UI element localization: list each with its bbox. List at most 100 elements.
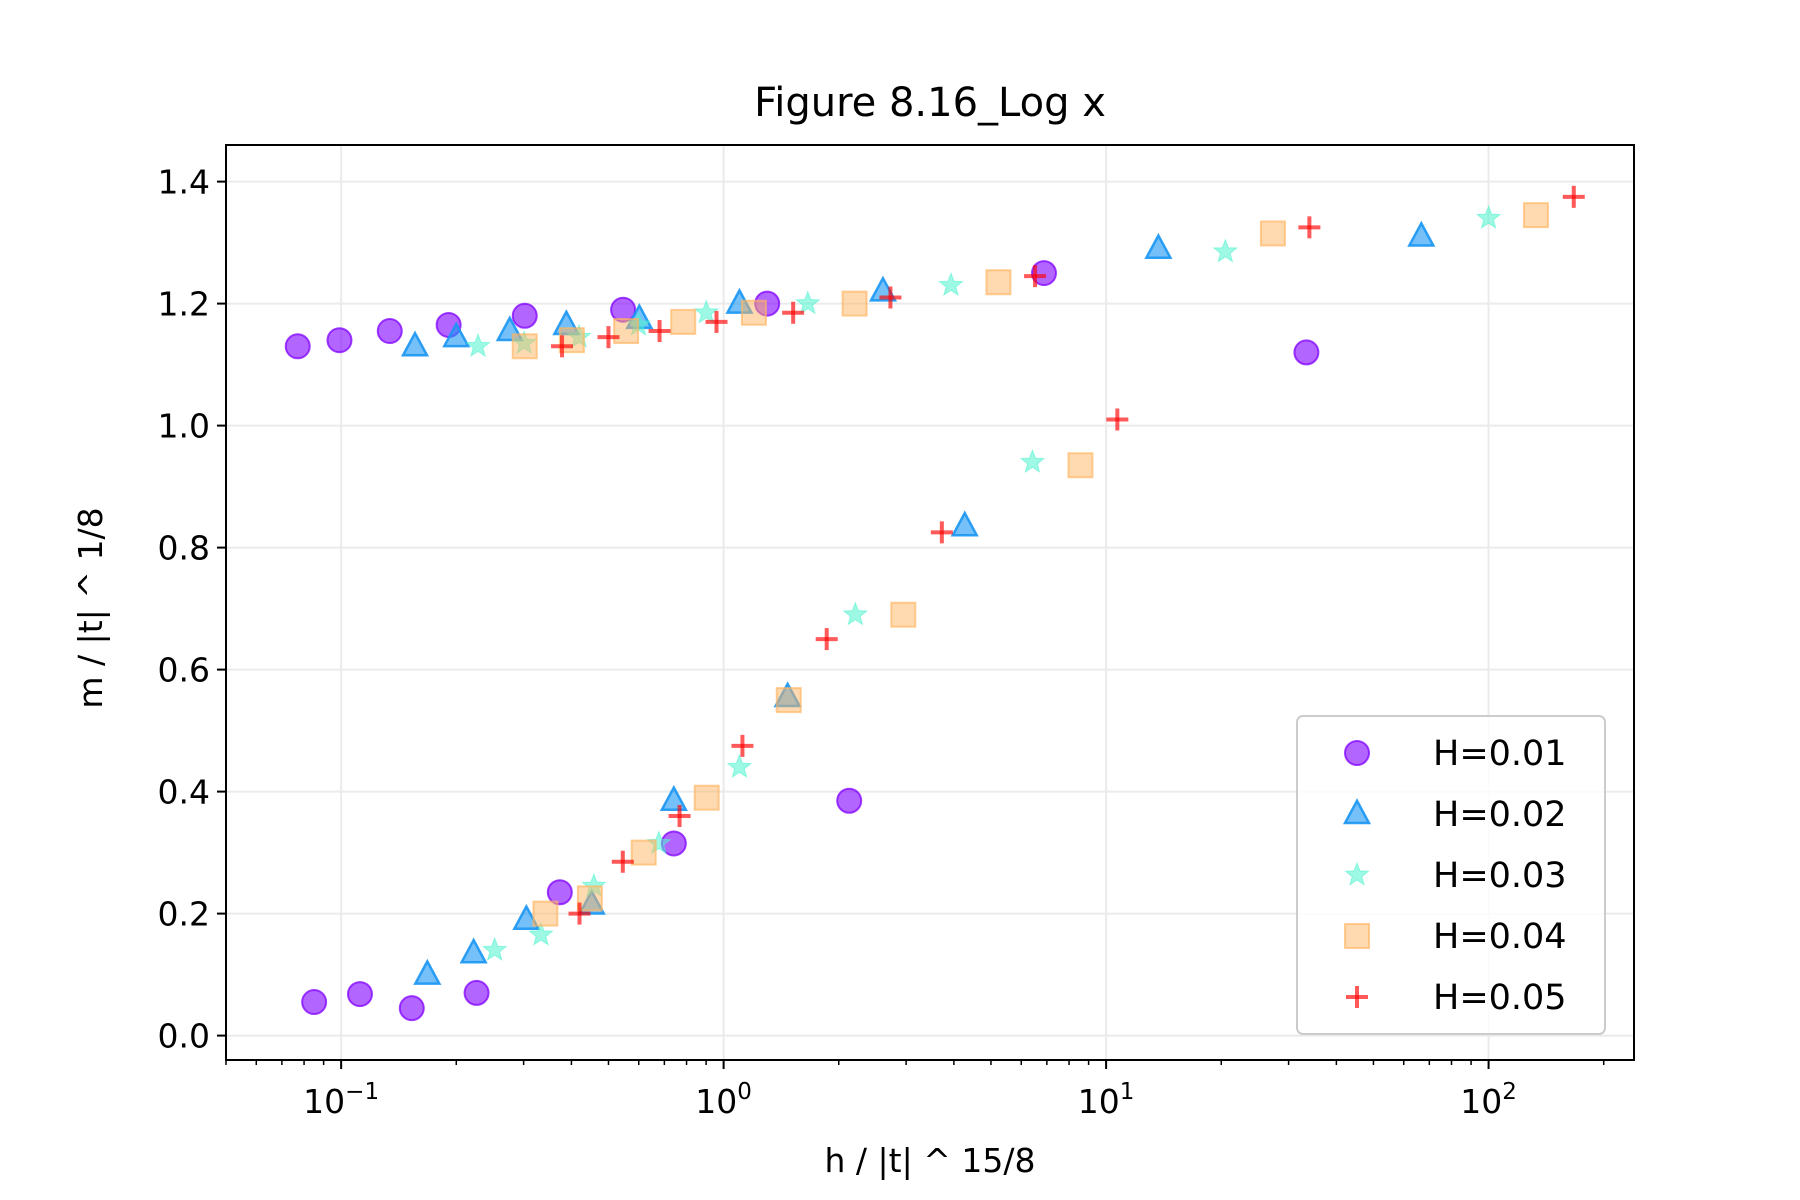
chart-title: Figure 8.16_Log x <box>754 80 1106 126</box>
data-point <box>1475 204 1502 230</box>
series-h-0-04 <box>511 202 1549 927</box>
data-point <box>740 299 767 326</box>
data-point <box>1030 260 1057 287</box>
legend-marker <box>1344 861 1370 886</box>
data-point <box>630 839 657 866</box>
series-h-0-01 <box>284 260 1320 1022</box>
data-point <box>442 321 471 348</box>
y-tick-label: 1.2 <box>158 285 210 324</box>
y-axis-title: m / |t| ^ 1/8 <box>71 507 110 708</box>
y-tick-label: 0.4 <box>158 773 210 812</box>
data-point <box>693 299 720 324</box>
data-point <box>815 628 838 651</box>
data-point <box>1106 408 1129 431</box>
x-axis-title: h / |t| ^ 15/8 <box>825 1141 1036 1180</box>
data-point <box>398 995 425 1022</box>
data-point <box>528 921 554 946</box>
y-tick-label: 0.0 <box>158 1017 210 1056</box>
data-point <box>511 333 538 360</box>
data-point <box>1522 202 1549 229</box>
x-tick-label-exponent: 2 <box>1502 1079 1517 1105</box>
legend-marker <box>1344 923 1370 949</box>
series-h-0-05 <box>551 185 1585 925</box>
series-h-0-02 <box>400 220 1436 985</box>
data-point <box>930 521 953 544</box>
data-point <box>693 784 720 811</box>
legend-label: H=0.01 <box>1433 734 1567 774</box>
data-point <box>511 302 538 329</box>
data-point <box>551 335 574 358</box>
data-point <box>568 902 591 925</box>
data-point <box>950 510 979 537</box>
y-tick-label: 0.8 <box>158 529 210 568</box>
data-point <box>413 958 442 985</box>
data-point <box>301 989 328 1016</box>
data-point <box>726 753 753 779</box>
data-point <box>481 936 508 962</box>
data-point <box>1407 220 1436 247</box>
data-point <box>1144 232 1173 259</box>
data-point <box>775 687 802 714</box>
data-point <box>463 979 490 1006</box>
data-point <box>668 805 691 827</box>
y-tick-label: 1.4 <box>158 163 210 202</box>
data-point <box>1562 185 1585 208</box>
legend-label: H=0.03 <box>1433 856 1567 896</box>
x-tick-label-base: 10 <box>695 1082 737 1121</box>
y-tick-label: 1.0 <box>158 407 210 446</box>
data-point <box>705 310 728 333</box>
data-point <box>346 981 373 1008</box>
y-tick-label: 0.2 <box>158 895 210 934</box>
data-point <box>648 320 671 343</box>
x-tick-label: 101 <box>1078 1079 1135 1121</box>
data-point <box>326 327 353 354</box>
data-point <box>611 850 634 873</box>
data-point <box>782 301 805 324</box>
legend-marker <box>1342 798 1372 825</box>
legend-marker <box>1344 740 1370 766</box>
x-tick-label: 102 <box>1460 1079 1517 1121</box>
plot-frame <box>225 144 1635 1061</box>
data-point <box>1298 216 1321 239</box>
data-point <box>938 271 964 297</box>
x-tick-label: 100 <box>695 1079 752 1121</box>
data-point <box>459 937 488 964</box>
data-point <box>376 318 403 345</box>
x-tick-label: 10−1 <box>303 1079 379 1121</box>
legend-label: H=0.04 <box>1433 917 1567 957</box>
data-point <box>795 290 821 315</box>
data-point <box>890 601 917 628</box>
legend-label: H=0.02 <box>1433 795 1567 835</box>
data-point <box>613 318 640 345</box>
data-point <box>731 734 754 757</box>
data-point <box>1212 238 1239 263</box>
data-point <box>836 787 863 814</box>
data-point <box>1019 448 1046 474</box>
data-point <box>465 332 491 358</box>
data-point <box>597 326 620 349</box>
x-tick-label-exponent: −1 <box>345 1079 379 1105</box>
data-point <box>1293 339 1320 366</box>
x-tick-label-base: 10 <box>303 1082 345 1121</box>
data-point <box>1024 265 1047 288</box>
data-point <box>512 903 541 930</box>
legend-label: H=0.05 <box>1433 978 1567 1018</box>
data-point <box>985 269 1012 296</box>
data-point <box>670 308 697 335</box>
data-point <box>546 879 573 906</box>
data-point <box>841 290 868 317</box>
y-tick-label: 0.6 <box>158 651 210 690</box>
points-layer <box>284 185 1585 1022</box>
ticks-layer: 0.00.20.40.60.81.01.21.410−1 100 101 102 <box>158 163 1605 1121</box>
data-point <box>284 333 311 360</box>
x-tick-label-base: 10 <box>1078 1082 1120 1121</box>
data-point <box>532 900 559 927</box>
data-point <box>400 330 430 357</box>
data-point <box>1259 220 1286 247</box>
grid-layer <box>226 145 1634 1060</box>
data-point <box>1067 452 1094 479</box>
x-tick-label-exponent: 0 <box>737 1079 752 1105</box>
legend: H=0.01 H=0.02 H=0.03 H=0.04 H=0.05 <box>1296 715 1606 1035</box>
